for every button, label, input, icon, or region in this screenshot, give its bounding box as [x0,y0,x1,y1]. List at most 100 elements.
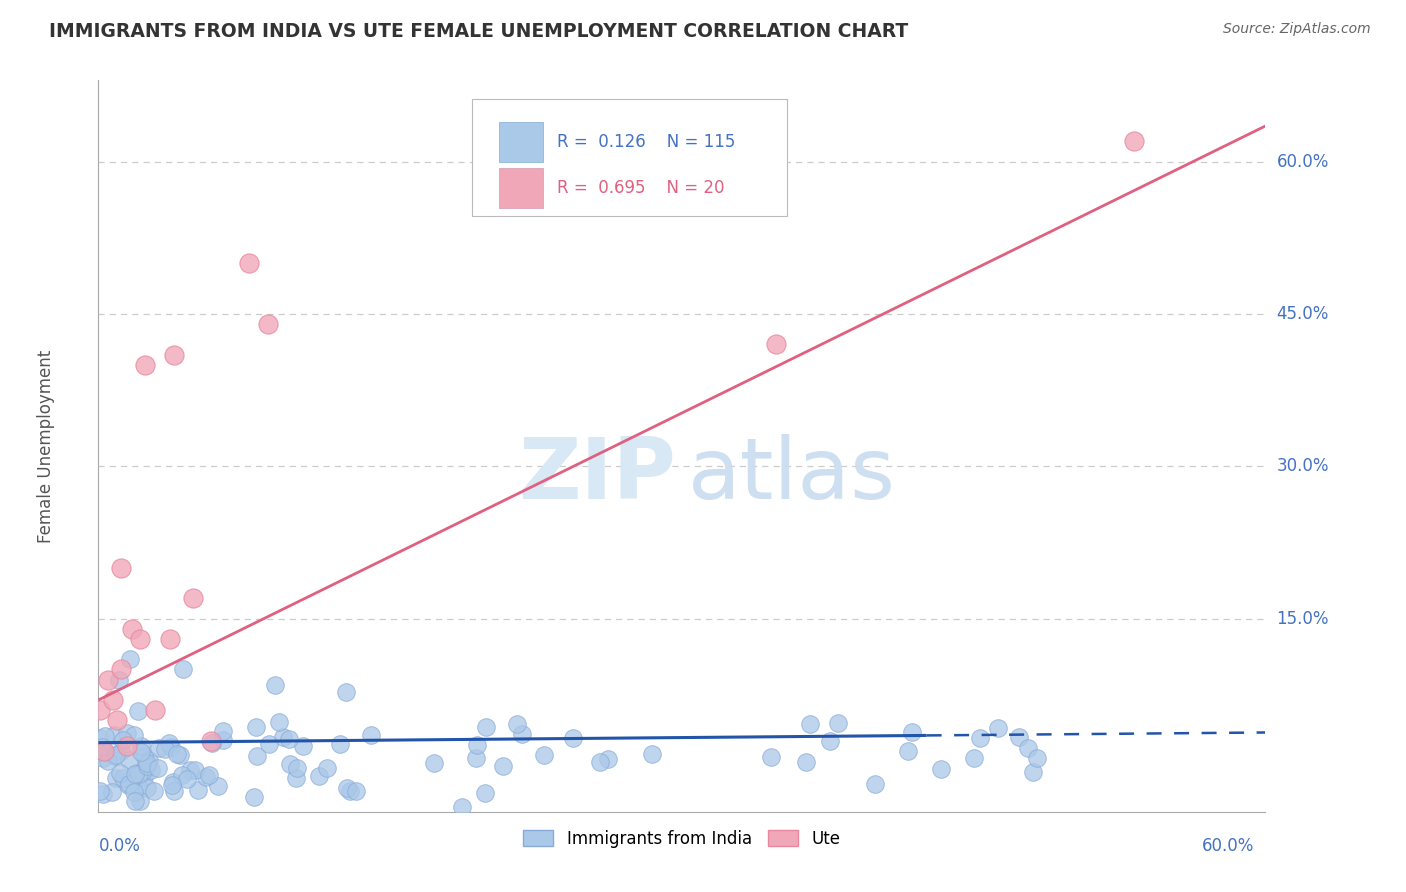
Point [179,764,201,778]
Point [139,763,162,777]
Point [134,358,156,372]
Point [153,742,176,756]
Point [269,714,291,729]
Point [492,758,515,772]
Point [596,752,619,766]
Point [118,652,141,666]
Point [94,729,117,743]
Point [103,728,125,742]
Point [820,734,842,748]
Text: Source: ZipAtlas.com: Source: ZipAtlas.com [1223,22,1371,37]
Point [184,763,207,777]
Point [589,756,612,770]
FancyBboxPatch shape [472,99,787,216]
Point [103,693,125,707]
Point [243,789,266,804]
Point [89,731,111,746]
Point [562,731,585,745]
Point [132,770,155,784]
Point [969,731,991,745]
Text: 0.0%: 0.0% [98,837,141,855]
Point [124,794,146,808]
Point [329,737,352,751]
Point [134,749,156,764]
Point [125,766,148,780]
Text: R =  0.695    N = 20: R = 0.695 N = 20 [557,178,724,197]
Point [160,778,183,792]
Point [1021,764,1043,779]
Point [129,745,152,759]
Point [284,772,307,786]
Point [897,744,920,758]
Point [110,663,132,677]
FancyBboxPatch shape [499,121,543,161]
Point [128,632,150,646]
Point [238,256,260,270]
Point [464,751,486,765]
Point [641,747,664,761]
Point [285,761,308,775]
Point [143,703,166,717]
Point [129,739,152,753]
Point [465,738,488,752]
Point [1122,134,1144,148]
Point [110,744,132,758]
Point [110,561,132,575]
Point [278,731,301,746]
Point [108,765,131,780]
Point [474,786,496,800]
Point [136,780,159,795]
Point [423,756,446,770]
Point [207,779,229,793]
Point [336,780,359,795]
Text: ZIP: ZIP [519,434,676,516]
Point [122,728,145,742]
Point [97,754,120,768]
Point [360,727,382,741]
Point [124,766,146,780]
Point [246,749,269,764]
FancyBboxPatch shape [499,168,543,208]
Text: 60.0%: 60.0% [1277,153,1329,170]
Point [172,768,194,782]
Point [510,727,533,741]
Point [194,770,217,784]
Point [122,785,145,799]
Point [339,783,361,797]
Point [166,747,188,762]
Point [292,739,315,753]
Point [89,783,111,797]
Point [1025,750,1047,764]
Point [115,739,138,753]
Point [198,768,221,782]
Point [1017,741,1039,756]
Text: 30.0%: 30.0% [1277,458,1329,475]
Point [901,725,924,739]
Point [759,750,782,764]
Point [765,337,787,351]
Point [533,748,555,763]
Point [127,779,149,793]
Point [200,733,222,747]
Point [963,751,986,765]
Point [138,753,160,767]
Point [187,783,209,797]
Point [308,769,330,783]
Text: atlas: atlas [688,434,896,516]
Point [160,740,183,755]
Point [259,737,281,751]
Point [271,730,294,744]
Point [799,717,821,731]
Text: R =  0.126    N = 115: R = 0.126 N = 115 [557,133,735,151]
Point [256,317,278,331]
Point [212,724,235,739]
Point [136,756,159,771]
Point [118,777,141,791]
Point [108,673,131,687]
Point [117,778,139,792]
Point [143,784,166,798]
Text: Female Unemployment: Female Unemployment [37,350,55,542]
Point [128,767,150,781]
Point [91,739,114,754]
Point [172,663,194,677]
